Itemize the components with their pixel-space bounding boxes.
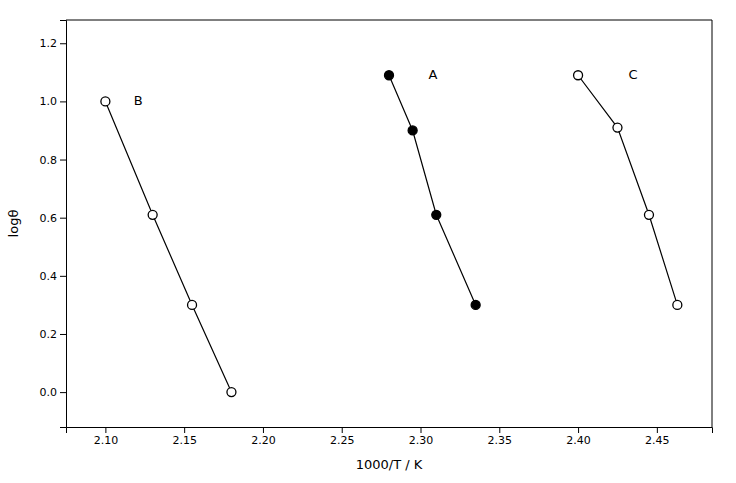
series-line [389,75,476,305]
annotation: B [134,93,143,108]
point [385,71,394,80]
y-axis-label: logθ [6,210,21,238]
annotations: A B C [134,67,638,108]
plot: 2.102.152.202.252.302.352.402.450.00.20.… [40,20,713,447]
tick-mark [184,427,185,433]
tick: 0.6 [40,212,67,225]
tick-label: 2.45 [645,434,670,447]
point [613,123,622,132]
tick-label: 2.30 [409,434,434,447]
tick-mark [263,427,264,433]
series-line [578,75,677,305]
tick-mark [421,427,422,433]
point [101,97,110,106]
point [644,210,653,219]
tick-mark [60,392,66,393]
tick-mark [60,101,66,102]
tick-label: 1.2 [40,37,58,50]
point [227,388,236,397]
tick-mark [60,43,66,44]
tick: 2.25 [330,427,355,447]
axis-line [60,21,67,428]
plot-frame [712,20,713,427]
point [148,210,157,219]
tick-label: 2.10 [94,434,119,447]
tick: 2.35 [488,427,513,447]
data-layer [101,71,682,397]
annotation: C [628,67,637,82]
tick-label: 0.8 [40,154,58,167]
point [408,126,417,135]
tick: 0.2 [40,328,67,341]
tick: 2.20 [251,427,276,447]
tick-mark [60,276,66,277]
annotation: A [428,67,437,82]
axis-line [67,428,713,434]
tick-label: 2.25 [330,434,355,447]
point [574,71,583,80]
tick: 2.15 [172,427,197,447]
tick-label: 2.20 [251,434,276,447]
tick: 0.4 [40,270,67,283]
tick-label: 2.35 [488,434,513,447]
point [432,210,441,219]
chart: 2.102.152.202.252.302.352.402.450.00.20.… [0,0,736,483]
tick-label: 0.6 [40,212,58,225]
x-axis-label: 1000/T / K [356,457,423,472]
tick-mark [60,334,66,335]
tick-label: 2.40 [566,434,591,447]
tick-mark [342,427,343,433]
tick: 1.0 [40,95,67,108]
tick-mark [60,218,66,219]
tick: 0.8 [40,154,67,167]
tick-label: 0.2 [40,328,58,341]
plot-frame [66,20,712,21]
tick: 0.0 [40,386,67,399]
y-axis: 0.0 0.2 0.4 0.6 0.8 1.0 1.2 [40,21,67,428]
tick: 2.45 [645,427,670,447]
x-axis: 2.10 2.15 2.20 2.25 2.30 2.35 2.40 2.45 [67,427,713,447]
tick: 2.30 [409,427,434,447]
tick-mark [657,427,658,433]
tick: 1.2 [40,37,67,50]
tick-mark [499,427,500,433]
series-line [105,101,231,392]
tick-mark [60,160,66,161]
point [471,300,480,309]
point [673,300,682,309]
tick: 2.10 [94,427,119,447]
tick: 2.40 [566,427,591,447]
tick-label: 0.0 [40,386,58,399]
tick-mark [105,427,106,433]
tick-label: 1.0 [40,95,58,108]
tick-label: 0.4 [40,270,58,283]
tick-label: 2.15 [172,434,197,447]
point [188,300,197,309]
tick-mark [578,427,579,433]
